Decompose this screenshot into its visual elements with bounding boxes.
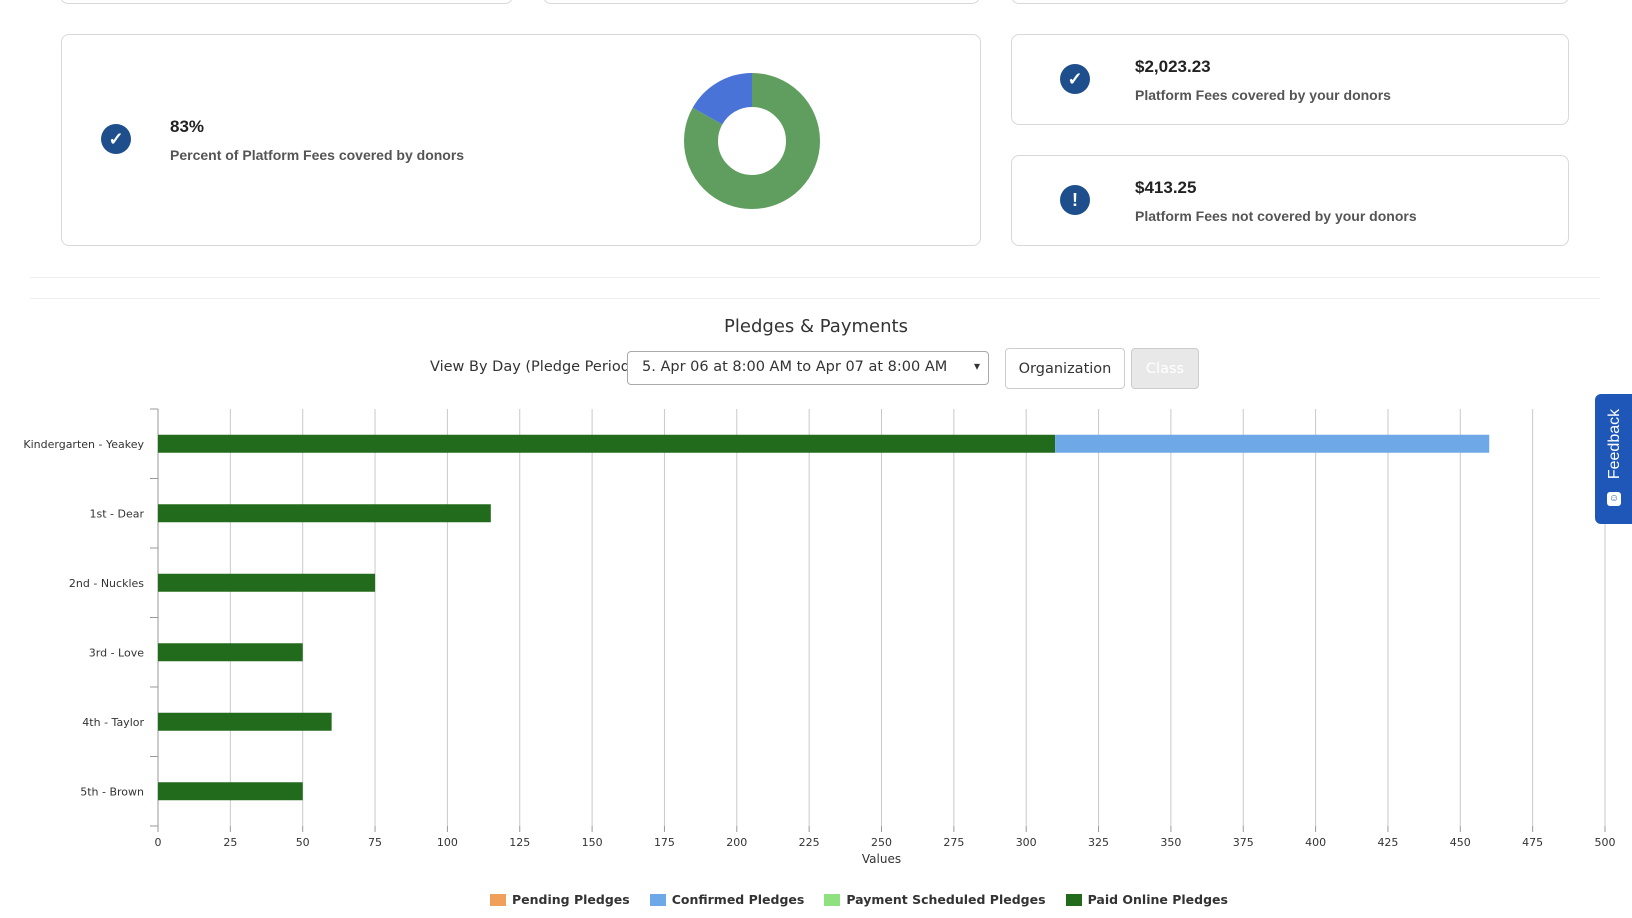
- pledge-period-value: 5. Apr 06 at 8:00 AM to Apr 07 at 8:00 A…: [642, 359, 948, 375]
- chevron-down-icon: ▾: [973, 359, 980, 373]
- pledges-bar-chart: 0 25 50 75 100 125 150 175 200 225 250 275 300 325 350…: [23, 408, 1616, 865]
- exclamation-icon: !: [1060, 185, 1090, 215]
- period-filter-label: View By Day (Pledge Period): [430, 359, 636, 375]
- x-tick-label: 300: [1016, 836, 1037, 849]
- percent-label: Percent of Platform Fees covered by dono…: [170, 147, 465, 163]
- legend-label: Pending Pledges: [512, 892, 630, 907]
- x-tick-label: 0: [155, 836, 162, 849]
- bar-paid-online-pledges: [158, 434, 1056, 453]
- top-card-3: [1011, 0, 1569, 4]
- legend-item[interactable]: Confirmed Pledges: [649, 892, 805, 907]
- bar-paid-online-pledges: [158, 504, 491, 523]
- y-category-label: 1st - Dear: [89, 507, 144, 520]
- x-tick-label: 400: [1305, 836, 1326, 849]
- checkmark-icon: ✓: [101, 124, 131, 154]
- legend-item[interactable]: Payment Scheduled Pledges: [824, 892, 1046, 907]
- x-tick-label: 375: [1233, 836, 1254, 849]
- top-card-1: [60, 0, 513, 4]
- x-tick-label: 125: [509, 836, 530, 849]
- covered-amount: $2,023.23: [1135, 57, 1211, 76]
- feedback-label[interactable]: Feedback: [1606, 408, 1623, 480]
- bar-confirmed-pledges: [1055, 434, 1490, 453]
- legend-swatch: [1065, 893, 1082, 906]
- class-button[interactable]: Class: [1131, 348, 1199, 389]
- y-category-label: 3rd - Love: [89, 646, 144, 659]
- checkmark-icon: ✓: [1060, 64, 1090, 94]
- divider: [30, 298, 1600, 299]
- x-tick-label: 500: [1595, 836, 1616, 849]
- organization-button[interactable]: Organization: [1005, 348, 1125, 389]
- x-tick-label: 350: [1160, 836, 1181, 849]
- legend-swatch: [649, 893, 666, 906]
- bar-paid-online-pledges: [158, 782, 303, 801]
- fees-covered-card: ✓ $2,023.23 Platform Fees covered by you…: [1011, 34, 1569, 125]
- legend-label: Confirmed Pledges: [671, 892, 805, 907]
- x-tick-label: 325: [1088, 836, 1109, 849]
- y-category-label: 5th - Brown: [80, 785, 144, 798]
- bar-paid-online-pledges: [158, 573, 376, 592]
- x-tick-label: 475: [1522, 836, 1543, 849]
- x-tick-label: 75: [368, 836, 382, 849]
- not-covered-amount: $413.25: [1135, 178, 1197, 197]
- fee-percent-card: ✓ 83% Percent of Platform Fees covered b…: [61, 34, 981, 246]
- legend-label: Payment Scheduled Pledges: [846, 892, 1046, 907]
- legend-swatch: [824, 893, 841, 906]
- not-covered-label: Platform Fees not covered by your donors: [1135, 208, 1417, 224]
- top-card-2: [543, 0, 980, 4]
- legend-label: Paid Online Pledges: [1087, 892, 1228, 907]
- covered-label: Platform Fees covered by your donors: [1135, 87, 1391, 103]
- section-title: Pledges & Payments: [724, 316, 908, 337]
- x-axis-label: Values: [862, 852, 901, 865]
- fees-donut-chart: [684, 73, 820, 209]
- x-tick-label: 50: [296, 836, 310, 849]
- bar-paid-online-pledges: [158, 643, 303, 662]
- x-tick-label: 100: [437, 836, 458, 849]
- x-tick-label: 450: [1450, 836, 1471, 849]
- x-tick-label: 200: [726, 836, 747, 849]
- y-category-label: 4th - Taylor: [82, 716, 144, 729]
- feedback-icon[interactable]: ☺: [1607, 492, 1621, 506]
- percent-value: 83%: [170, 117, 205, 136]
- x-tick-label: 175: [654, 836, 675, 849]
- x-tick-label: 150: [582, 836, 603, 849]
- chart-legend: Pending Pledges Confirmed Pledges Payment …: [490, 892, 1248, 907]
- x-tick-label: 225: [799, 836, 820, 849]
- legend-item[interactable]: Pending Pledges: [490, 892, 630, 907]
- fees-not-covered-card: ! $413.25 Platform Fees not covered by y…: [1011, 155, 1569, 246]
- x-tick-label: 425: [1377, 836, 1398, 849]
- x-tick-label: 250: [871, 836, 892, 849]
- legend-swatch: [490, 893, 506, 906]
- y-category-label: Kindergarten - Yeakey: [23, 438, 144, 451]
- x-tick-label: 275: [943, 836, 964, 849]
- pledge-period-select[interactable]: 5. Apr 06 at 8:00 AM to Apr 07 at 8:00 A…: [627, 351, 989, 385]
- x-tick-label: 25: [223, 836, 237, 849]
- legend-item[interactable]: Paid Online Pledges: [1065, 892, 1228, 907]
- y-category-label: 2nd - Nuckles: [69, 577, 144, 590]
- bar-paid-online-pledges: [158, 712, 332, 731]
- donut-slice-not-covered: [684, 73, 820, 209]
- divider: [30, 277, 1600, 278]
